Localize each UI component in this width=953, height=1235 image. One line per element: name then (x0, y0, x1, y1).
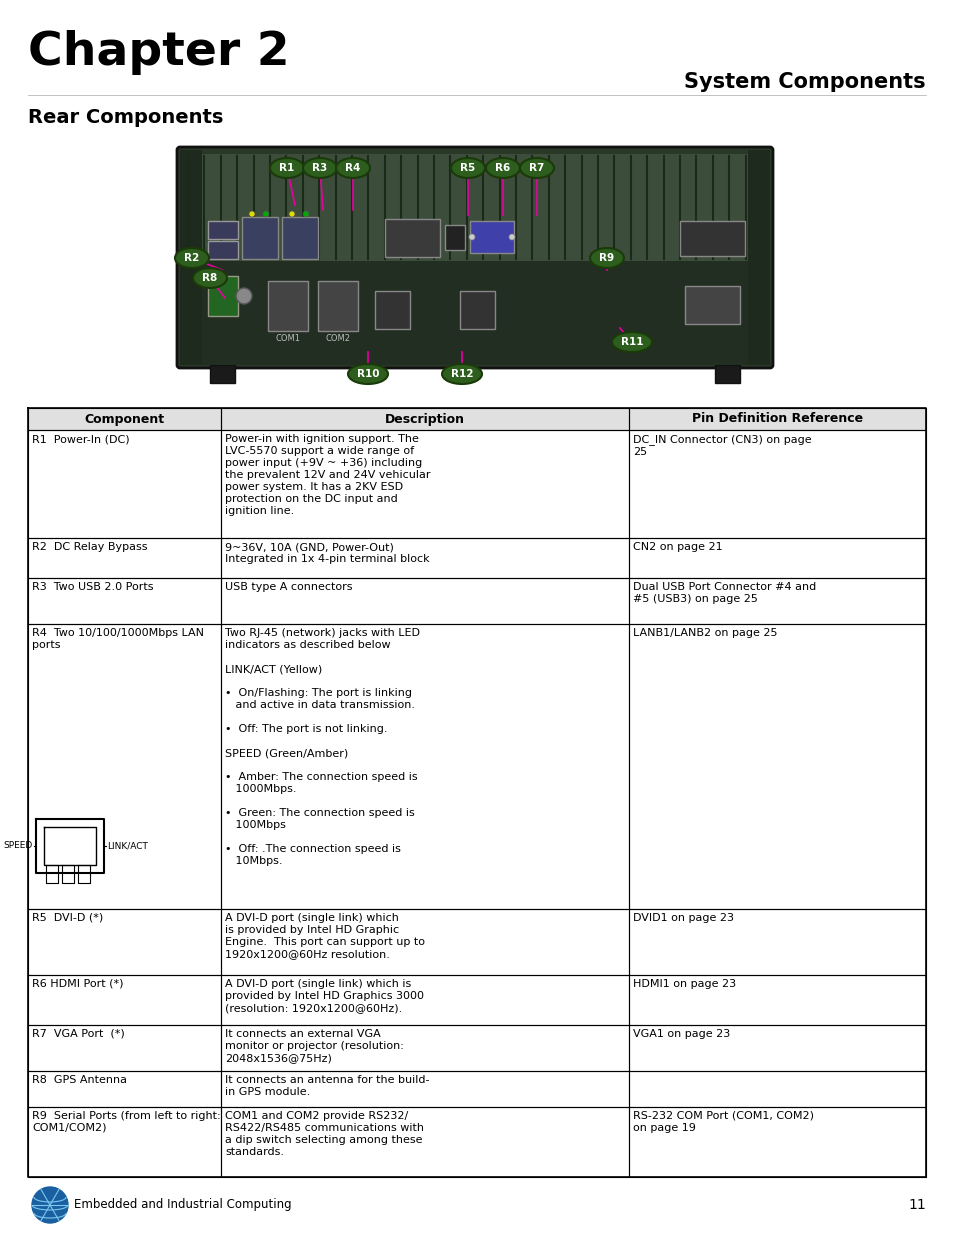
Ellipse shape (451, 158, 484, 178)
FancyBboxPatch shape (268, 282, 308, 331)
Ellipse shape (303, 158, 336, 178)
Text: R6 HDMI Port (*): R6 HDMI Port (*) (32, 979, 123, 989)
Ellipse shape (441, 364, 481, 384)
FancyBboxPatch shape (208, 241, 237, 259)
Circle shape (263, 211, 269, 217)
Text: SPEED: SPEED (4, 841, 33, 851)
Text: A DVI-D port (single link) which is
provided by Intel HD Graphics 3000
(resoluti: A DVI-D port (single link) which is prov… (225, 979, 423, 1013)
Circle shape (509, 233, 515, 240)
Text: VGA1 on page 23: VGA1 on page 23 (633, 1029, 729, 1039)
Text: It connects an external VGA
monitor or projector (resolution:
2048x1536@75Hz): It connects an external VGA monitor or p… (225, 1029, 403, 1063)
Text: R9: R9 (598, 253, 614, 263)
Ellipse shape (589, 248, 623, 268)
Ellipse shape (193, 268, 227, 288)
Text: Power-in with ignition support. The
LVC-5570 support a wide range of
power input: Power-in with ignition support. The LVC-… (225, 433, 430, 516)
FancyBboxPatch shape (714, 366, 740, 383)
Ellipse shape (612, 332, 651, 352)
Circle shape (303, 211, 309, 217)
Text: A DVI-D port (single link) which
is provided by Intel HD Graphic
Engine.  This p: A DVI-D port (single link) which is prov… (225, 913, 424, 960)
FancyBboxPatch shape (184, 154, 765, 261)
Text: LANB1/LANB2 on page 25: LANB1/LANB2 on page 25 (633, 629, 777, 638)
Ellipse shape (335, 158, 370, 178)
FancyBboxPatch shape (679, 221, 744, 256)
Text: R4: R4 (345, 163, 360, 173)
FancyBboxPatch shape (177, 147, 772, 368)
Text: Rear Components: Rear Components (28, 107, 223, 127)
Text: R5  DVI-D (*): R5 DVI-D (*) (32, 913, 103, 923)
Circle shape (32, 1187, 68, 1223)
FancyBboxPatch shape (684, 287, 740, 324)
Text: R8: R8 (202, 273, 217, 283)
FancyBboxPatch shape (202, 261, 747, 366)
FancyBboxPatch shape (459, 291, 495, 329)
Text: R1: R1 (279, 163, 294, 173)
Text: HDMI1 on page 23: HDMI1 on page 23 (633, 979, 736, 989)
FancyBboxPatch shape (375, 291, 410, 329)
Text: R2  DC Relay Bypass: R2 DC Relay Bypass (32, 542, 148, 552)
Text: Description: Description (385, 412, 464, 426)
Text: RS-232 COM Port (COM1, COM2)
on page 19: RS-232 COM Port (COM1, COM2) on page 19 (633, 1112, 813, 1132)
Text: R3: R3 (312, 163, 327, 173)
Text: R8  GPS Antenna: R8 GPS Antenna (32, 1074, 127, 1086)
FancyBboxPatch shape (317, 282, 357, 331)
Text: System Components: System Components (683, 72, 925, 91)
Ellipse shape (348, 364, 388, 384)
Text: DVID1 on page 23: DVID1 on page 23 (633, 913, 733, 923)
FancyBboxPatch shape (210, 366, 234, 383)
Text: Pin Definition Reference: Pin Definition Reference (691, 412, 862, 426)
Text: LINK/ACT: LINK/ACT (107, 841, 148, 851)
Text: R6: R6 (495, 163, 510, 173)
Text: DC_IN Connector (CN3) on page
25: DC_IN Connector (CN3) on page 25 (633, 433, 811, 457)
Text: USB type A connectors: USB type A connectors (225, 582, 352, 592)
Text: CN2 on page 21: CN2 on page 21 (633, 542, 721, 552)
Circle shape (235, 288, 252, 304)
Text: R7: R7 (529, 163, 544, 173)
Ellipse shape (485, 158, 519, 178)
Ellipse shape (519, 158, 554, 178)
Text: R2: R2 (184, 253, 199, 263)
Circle shape (469, 233, 475, 240)
Circle shape (249, 211, 254, 217)
Ellipse shape (174, 248, 209, 268)
Text: R4  Two 10/100/1000Mbps LAN
ports: R4 Two 10/100/1000Mbps LAN ports (32, 629, 204, 650)
Text: R12: R12 (450, 369, 473, 379)
Text: R11: R11 (620, 337, 642, 347)
Text: R9  Serial Ports (from left to right:
COM1/COM2): R9 Serial Ports (from left to right: COM… (32, 1112, 220, 1132)
FancyBboxPatch shape (747, 149, 769, 366)
Text: COM1 and COM2 provide RS232/
RS422/RS485 communications with
a dip switch select: COM1 and COM2 provide RS232/ RS422/RS485… (225, 1112, 423, 1157)
Ellipse shape (270, 158, 304, 178)
Text: 9~36V, 10A (GND, Power-Out)
Integrated in 1x 4-pin terminal block: 9~36V, 10A (GND, Power-Out) Integrated i… (225, 542, 429, 564)
FancyBboxPatch shape (628, 408, 925, 430)
Text: R7  VGA Port  (*): R7 VGA Port (*) (32, 1029, 125, 1039)
Text: R5: R5 (460, 163, 476, 173)
FancyBboxPatch shape (385, 219, 439, 257)
Text: Embedded and Industrial Computing: Embedded and Industrial Computing (74, 1198, 292, 1212)
Text: It connects an antenna for the build-
in GPS module.: It connects an antenna for the build- in… (225, 1074, 429, 1097)
Text: Chapter 2: Chapter 2 (28, 30, 290, 75)
Text: R10: R10 (356, 369, 379, 379)
Text: COM1: COM1 (275, 333, 300, 343)
Text: Two RJ-45 (network) jacks with LED
indicators as described below

LINK/ACT (Yell: Two RJ-45 (network) jacks with LED indic… (225, 629, 419, 866)
FancyBboxPatch shape (221, 408, 628, 430)
Text: Component: Component (85, 412, 164, 426)
FancyBboxPatch shape (180, 149, 202, 366)
FancyBboxPatch shape (470, 221, 514, 253)
Text: Dual USB Port Connector #4 and
#5 (USB3) on page 25: Dual USB Port Connector #4 and #5 (USB3)… (633, 582, 816, 604)
Circle shape (289, 211, 294, 217)
FancyBboxPatch shape (444, 225, 464, 249)
Text: R3  Two USB 2.0 Ports: R3 Two USB 2.0 Ports (32, 582, 153, 592)
Text: 11: 11 (907, 1198, 925, 1212)
Text: COM2: COM2 (325, 333, 350, 343)
FancyBboxPatch shape (242, 217, 277, 259)
FancyBboxPatch shape (28, 408, 221, 430)
FancyBboxPatch shape (208, 275, 237, 316)
FancyBboxPatch shape (282, 217, 317, 259)
Text: R1  Power-In (DC): R1 Power-In (DC) (32, 433, 130, 445)
FancyBboxPatch shape (208, 221, 237, 240)
